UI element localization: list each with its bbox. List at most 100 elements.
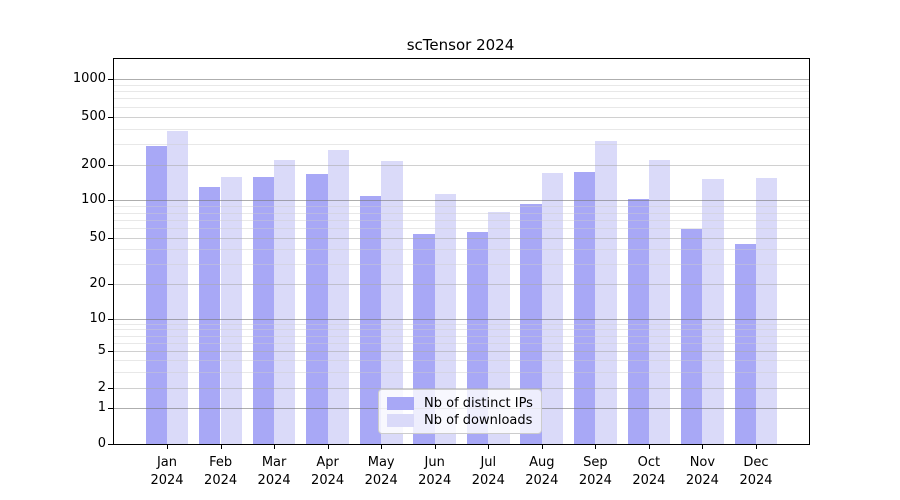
gridline-20: [114, 283, 809, 285]
x-tick-label-sep: Sep 2024: [578, 455, 612, 488]
gridline-400: [114, 128, 809, 130]
bar-apr-distinct-ips: [306, 173, 328, 444]
gridline-200: [114, 165, 809, 167]
y-tick-0: [108, 444, 113, 445]
plot-area: 0 1 2 5 10 20 50 100 200 500 1000 Jan 2024 Feb 2024 Mar…: [73, 58, 810, 488]
bar-dec-downloads: [756, 177, 778, 444]
y-tick-1000: [108, 79, 113, 80]
y-tick-1: [108, 408, 113, 410]
gridline-800: [114, 91, 809, 93]
bar-oct-distinct-ips: [627, 198, 649, 444]
x-tick-label-apr: Apr 2024: [311, 455, 345, 488]
bar-mar-distinct-ips: [252, 176, 275, 444]
x-tick-label-jan: Jan 2024: [150, 455, 184, 488]
gridline-50: [114, 238, 809, 240]
x-tick-may: [381, 445, 383, 449]
y-tick-label-500: 500: [81, 108, 106, 124]
x-tick-label-jun: Jun 2024: [418, 455, 452, 488]
y-tick-label-1000: 1000: [72, 71, 106, 86]
x-tick-jul: [488, 445, 490, 449]
gridline-100: [114, 200, 809, 202]
y-tick-label-10: 10: [89, 310, 106, 326]
gridline-40: [114, 249, 809, 251]
gridline-600: [114, 106, 809, 108]
legend-label-downloads: Nb of downloads: [424, 413, 533, 428]
x-tick-label-oct: Oct 2024: [632, 455, 666, 488]
gridline-70: [114, 219, 809, 221]
legend-swatch-distinct-ips: [387, 397, 414, 410]
x-tick-jun: [434, 445, 436, 449]
x-tick-label-mar: Mar 2024: [257, 455, 291, 488]
gridline-90: [114, 206, 809, 208]
x-tick-feb: [220, 445, 222, 449]
y-tick-label-5: 5: [97, 343, 106, 359]
legend-item-downloads: Nb of downloads: [387, 412, 533, 429]
bar-feb-distinct-ips: [199, 187, 221, 444]
bar-aug-downloads: [541, 172, 564, 444]
y-tick-label-200: 200: [81, 157, 106, 173]
bar-sep-distinct-ips: [573, 172, 596, 444]
gridline-700: [114, 98, 809, 100]
x-tick-mar: [274, 445, 276, 449]
bar-sep-downloads: [595, 141, 617, 444]
y-tick-200: [108, 165, 113, 167]
x-tick-label-dec: Dec 2024: [739, 455, 773, 488]
bar-nov-distinct-ips: [681, 229, 703, 444]
y-tick-2: [108, 388, 113, 389]
bar-jan-downloads: [167, 131, 189, 444]
bar-aug-distinct-ips: [520, 204, 542, 444]
y-tick-100: [108, 200, 113, 202]
y-tick-label-50: 50: [89, 230, 106, 246]
y-tick-500: [108, 116, 113, 118]
bar-apr-downloads: [327, 150, 349, 444]
y-tick-20: [108, 283, 113, 285]
legend-item-distinct-ips: Nb of distinct IPs: [387, 395, 533, 412]
bar-may-downloads: [381, 161, 403, 444]
chart-title: scTensor 2024: [406, 36, 515, 54]
gridline-9: [114, 323, 809, 325]
bar-jan-distinct-ips: [145, 145, 167, 444]
bar-may-distinct-ips: [359, 196, 382, 444]
x-tick-oct: [648, 445, 650, 449]
gridline-900: [114, 84, 809, 86]
gridline-80: [114, 212, 809, 214]
bar-mar-downloads: [274, 160, 296, 444]
bar-dec-distinct-ips: [734, 243, 756, 444]
bar-oct-downloads: [648, 159, 671, 444]
gridline-60: [114, 228, 809, 230]
gridline-500: [114, 116, 809, 118]
x-tick-label-nov: Nov 2024: [685, 455, 719, 488]
y-tick-label-100: 100: [81, 192, 106, 208]
legend-label-distinct-ips: Nb of distinct IPs: [424, 396, 533, 411]
gridline-5: [114, 351, 809, 353]
bar-nov-downloads: [702, 178, 724, 444]
y-tick-5: [108, 351, 113, 353]
y-tick-label-0: 0: [97, 436, 106, 451]
gridline-30: [114, 263, 809, 265]
bar-feb-downloads: [220, 176, 242, 444]
y-tick-label-20: 20: [89, 275, 106, 291]
x-tick-label-may: May 2024: [364, 455, 398, 488]
y-tick-50: [108, 238, 113, 240]
gridline-7: [114, 335, 809, 337]
x-tick-label-feb: Feb 2024: [204, 455, 238, 488]
y-tick-10: [108, 318, 113, 320]
legend: Nb of distinct IPs Nb of downloads: [378, 389, 542, 434]
y-tick-label-2: 2: [97, 380, 106, 395]
x-tick-apr: [327, 445, 329, 449]
gridline-1000: [114, 79, 809, 80]
gridline-300: [114, 143, 809, 145]
gridline-10: [114, 318, 809, 320]
x-tick-dec: [756, 445, 757, 449]
y-tick-label-1: 1: [97, 400, 106, 416]
x-tick-sep: [595, 445, 597, 449]
gridline-3: [114, 371, 809, 373]
gridline-2: [114, 388, 809, 389]
x-tick-label-jul: Jul 2024: [471, 455, 505, 488]
legend-swatch-downloads: [387, 414, 414, 427]
x-tick-label-aug: Aug 2024: [525, 455, 559, 488]
gridline-6: [114, 342, 809, 344]
bar-jul-downloads: [488, 211, 510, 444]
x-tick-jan: [167, 445, 168, 449]
